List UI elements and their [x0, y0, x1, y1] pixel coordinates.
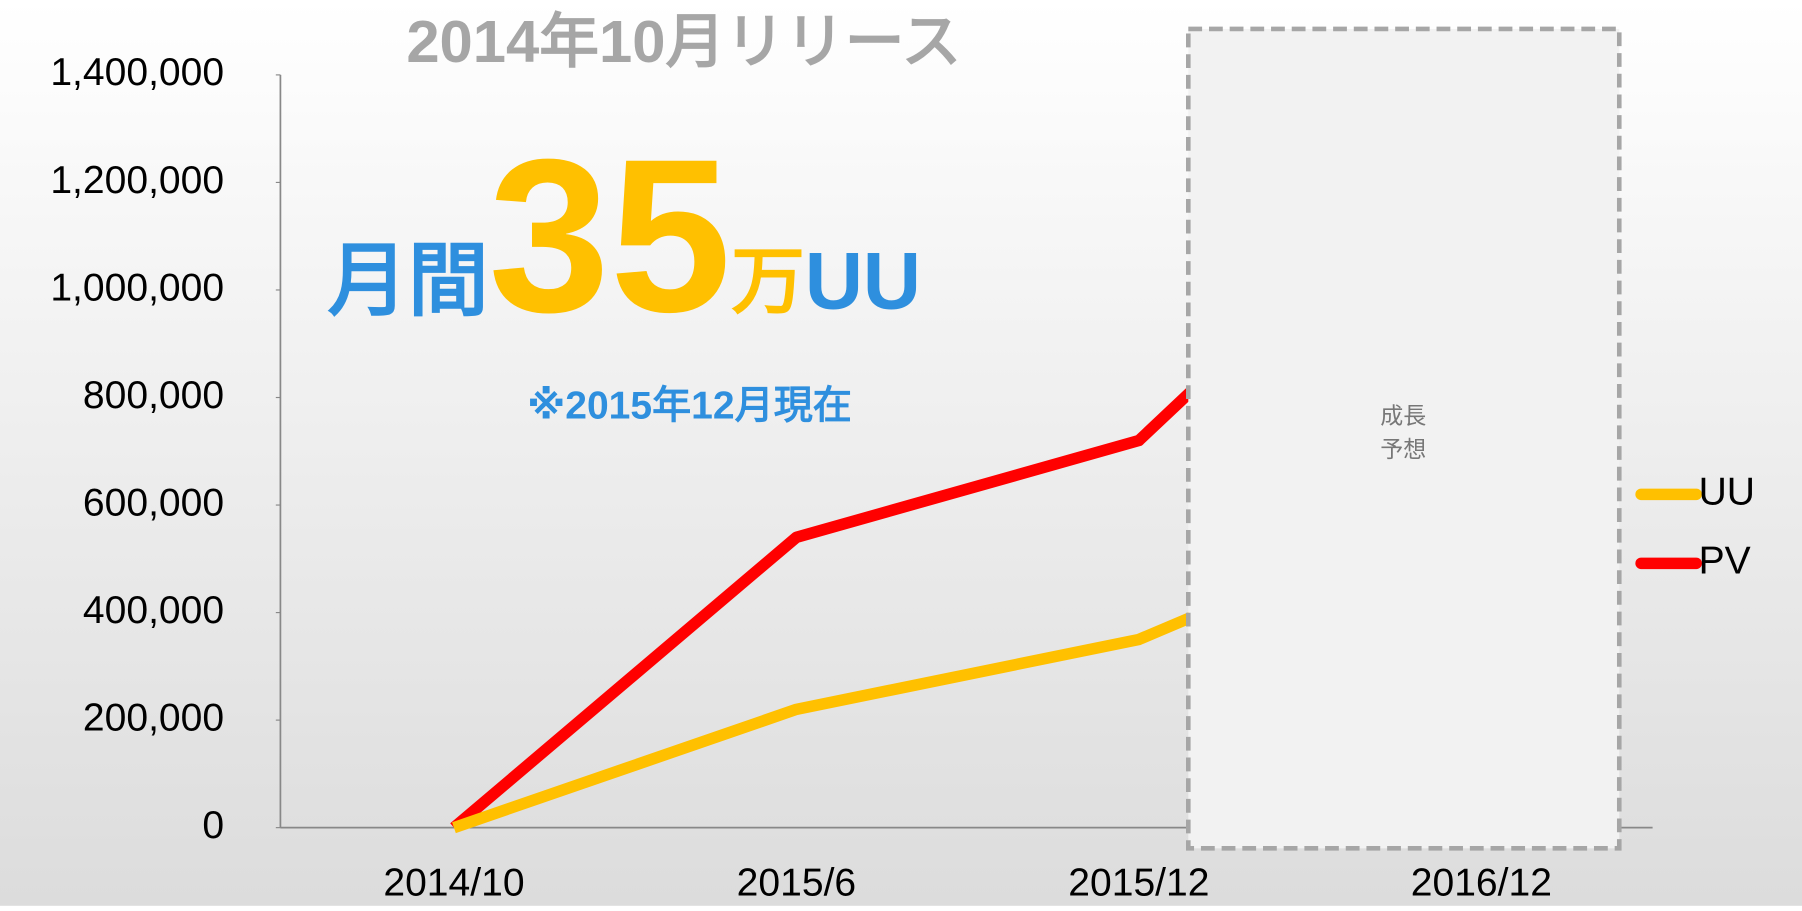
y-tick-label: 1,200,000 [50, 159, 224, 202]
y-tick-label: 0 [202, 804, 224, 847]
forecast-box [1186, 26, 1622, 851]
y-tick-label: 800,000 [83, 374, 224, 417]
legend-label: PV [1699, 540, 1751, 583]
y-tick-label: 600,000 [83, 481, 224, 524]
legend-label: UU [1699, 471, 1755, 514]
headline-number: 35 [488, 114, 731, 358]
headline: 月間35万UU [328, 114, 922, 358]
y-tick-label: 1,000,000 [50, 266, 224, 309]
headline-prefix: 月間 [328, 237, 489, 327]
box-label: 成長 [1380, 402, 1426, 428]
x-tick-label: 2016/12 [1411, 861, 1552, 904]
y-tick-label: 200,000 [83, 696, 224, 739]
y-tick-label: 400,000 [83, 589, 224, 632]
y-tick-label: 1,400,000 [50, 51, 224, 94]
x-tick-label: 2015/6 [737, 861, 856, 904]
headline-unit: 万 [731, 240, 805, 323]
headline-suffix: UU [805, 237, 921, 327]
x-tick-label: 2014/10 [383, 861, 524, 904]
note: ※2015年12月現在 [527, 385, 852, 428]
x-tick-label: 2015/12 [1068, 861, 1209, 904]
box-label: 予想 [1380, 436, 1426, 462]
release-text: 2014年10月リリース [406, 8, 961, 75]
